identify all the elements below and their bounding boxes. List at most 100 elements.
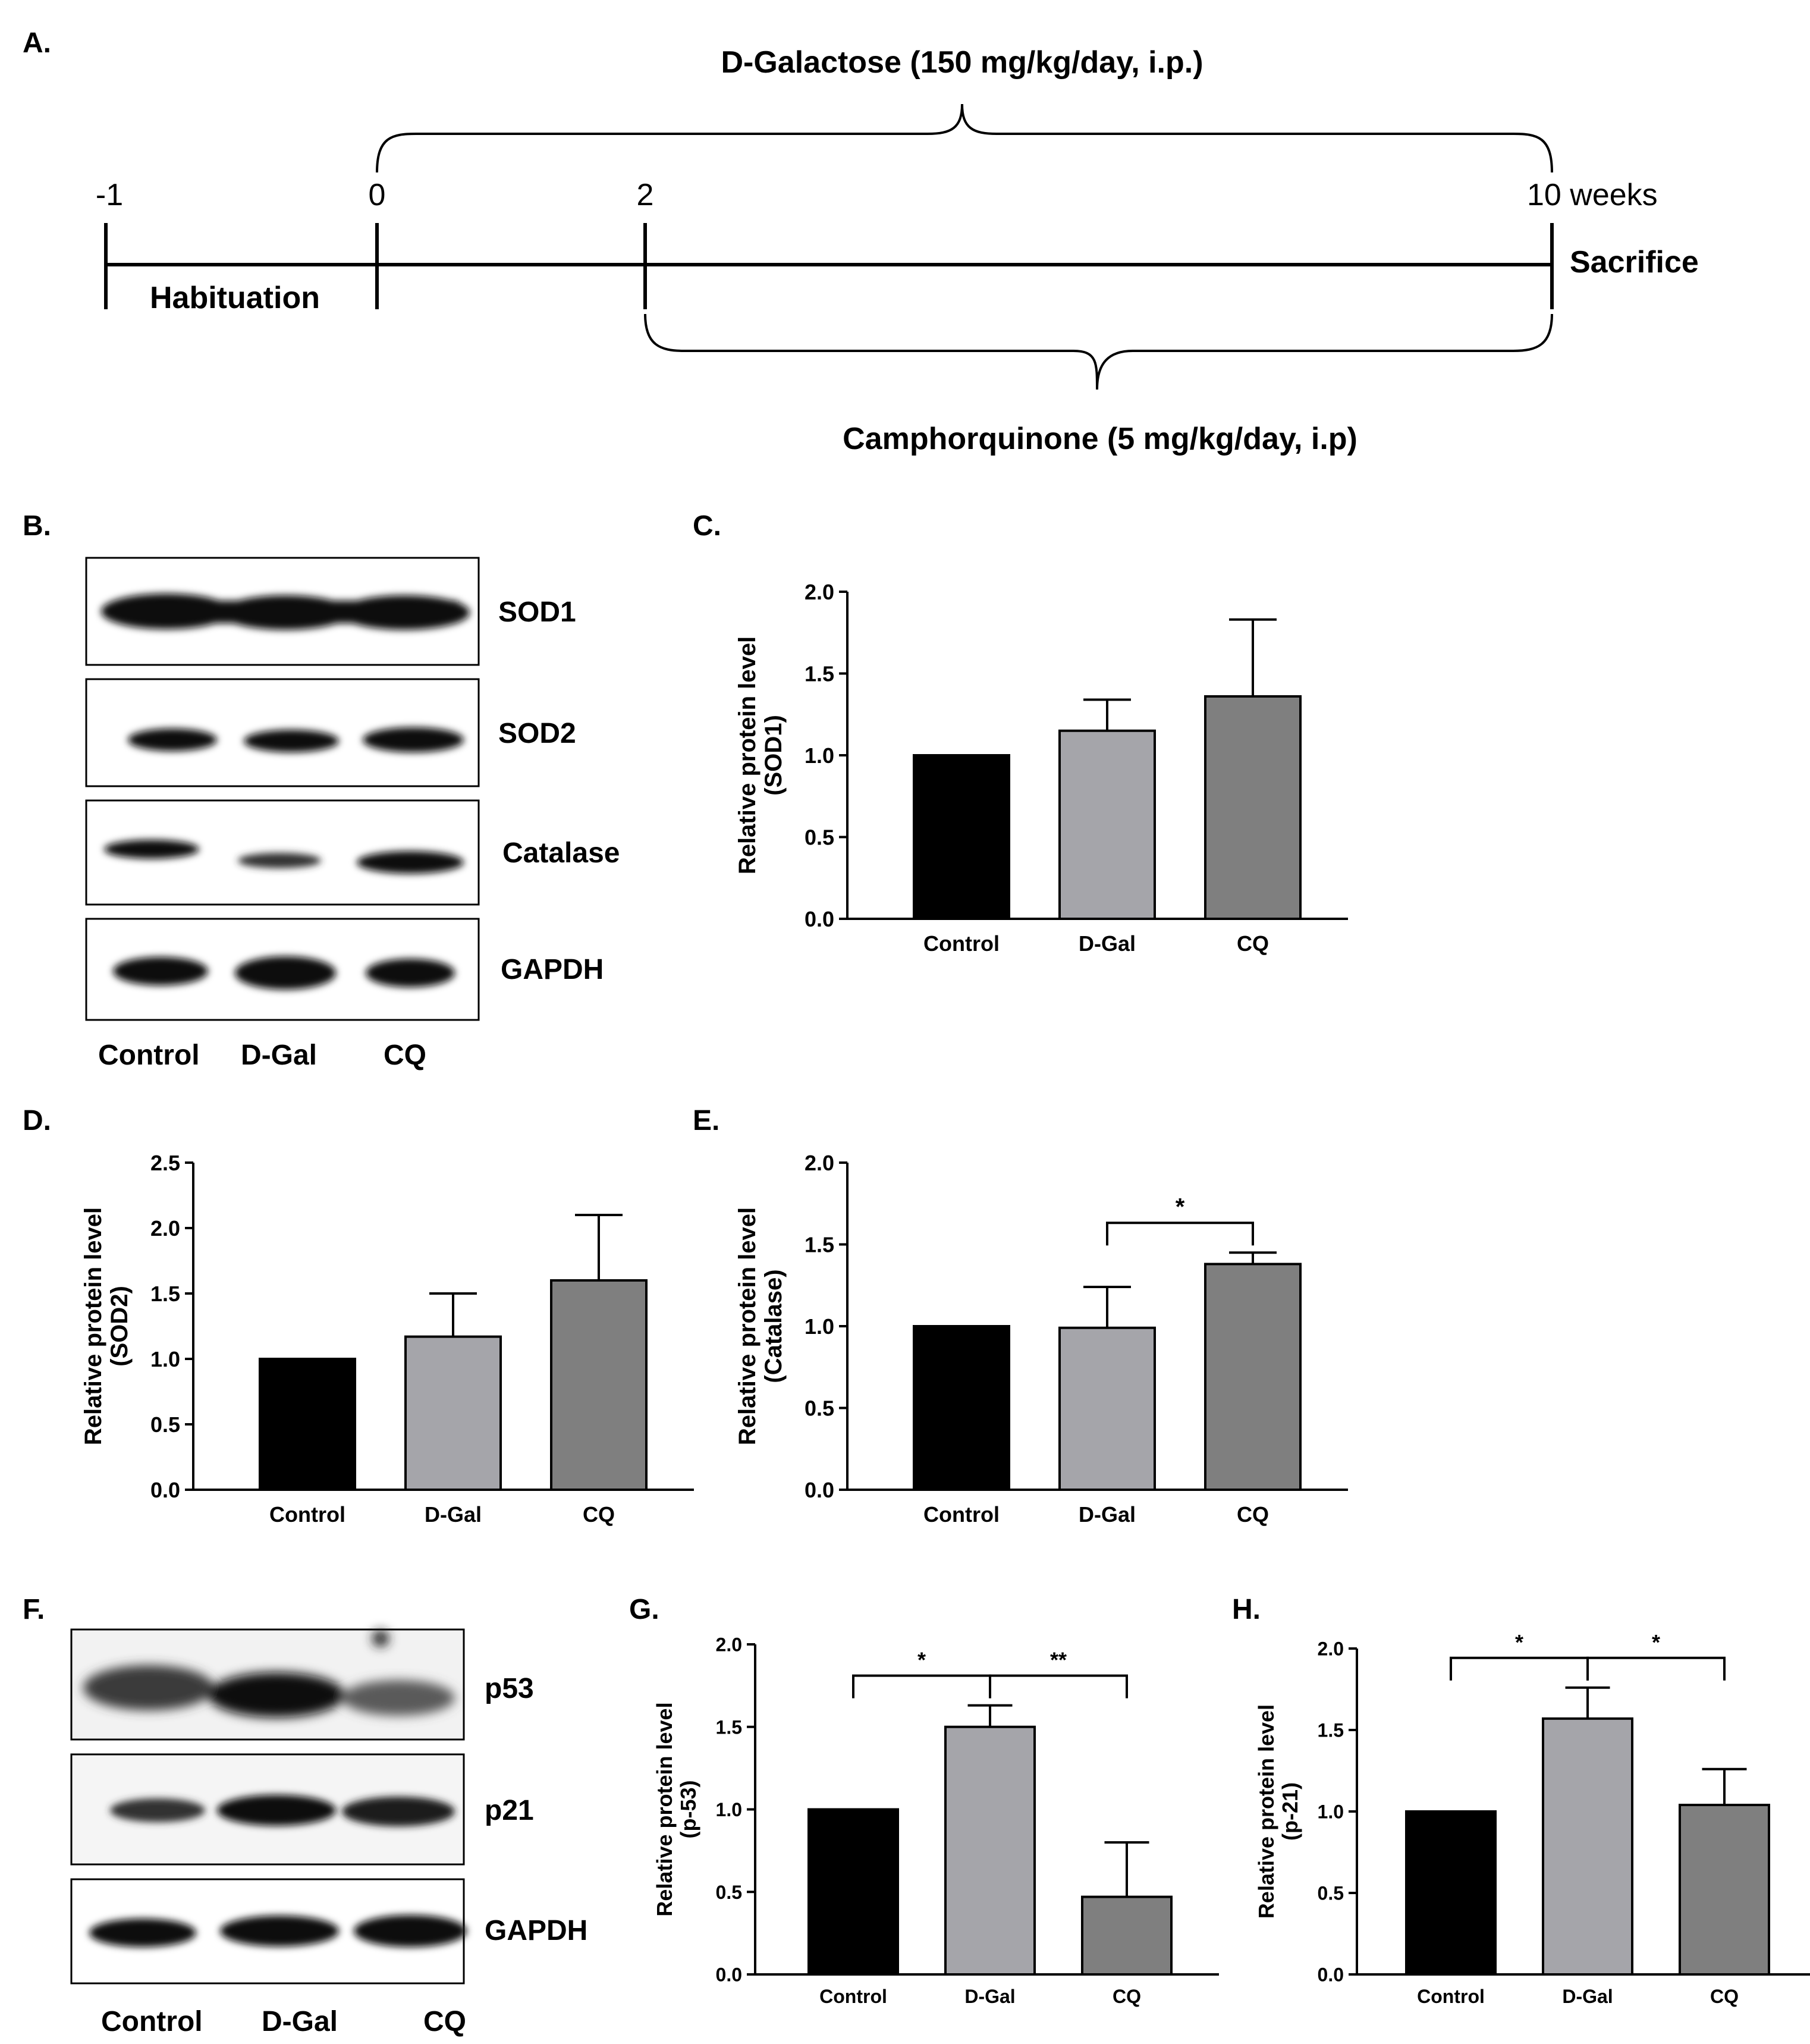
band-gapdh-b-cq [366,959,455,987]
y-tick-label-g: 0.5 [716,1882,742,1903]
y-tick-label-c: 2.0 [805,580,834,604]
band-p53-dgal [208,1672,345,1718]
bar-h-2 [1679,1804,1770,1976]
cq-brace [644,313,1553,390]
band-gapdh-f-control [89,1919,196,1947]
y-tick-label-d: 0.0 [150,1478,180,1502]
band-p21-dgal [217,1795,336,1826]
bar-chart-c: 0.0 0.5 1.0 1.5 2.0 Relative protein level(SO… [734,580,1348,956]
x-tick-label-h-1: D-Gal [1562,1986,1613,2007]
band-catalase-cq [357,851,464,874]
y-tick-label-h: 1.0 [1318,1801,1344,1823]
tick-label-10-weeks: 10 weeks [1527,178,1658,212]
panel-label-c: C. [693,510,721,542]
cq-label: Camphorquinone (5 mg/kg/day, i.p) [843,422,1358,456]
x-tick-label-h-0: Control [1417,1986,1485,2007]
significance-bracket-h-1 [1586,1656,1726,1681]
bar-h-0 [1405,1810,1497,1976]
band-catalase-control [104,840,199,859]
y-tick-label-e: 1.5 [805,1232,834,1257]
dgal-label: D-Galactose (150 mg/kg/day, i.p.) [721,45,1203,80]
blot-f-lane-dgal: D-Gal [262,2006,338,2037]
sacrifice-label: Sacrifice [1570,245,1699,280]
y-tick-label-d: 2.0 [150,1216,180,1241]
y-tick-label-d: 1.0 [150,1347,180,1371]
x-tick-label-c-1: D-Gal [1079,931,1136,956]
panel-label-a: A. [23,27,51,59]
y-axis-label-d: Relative protein level(SOD2) [80,1207,133,1445]
y-tick-label-e: 0.0 [805,1478,834,1502]
blot-f-label-gapdh: GAPDH [485,1915,587,1946]
x-tick-label-c-2: CQ [1237,931,1269,956]
x-tick-label-e-1: D-Gal [1079,1502,1136,1527]
significance-label-h-1: * [1652,1630,1660,1654]
panel-label-e: E. [693,1105,719,1136]
y-tick-label-g: 2.0 [716,1634,742,1656]
bar-d-1 [404,1335,502,1492]
y-tick-label-g: 1.5 [716,1716,742,1738]
y-tick-label-e: 1.0 [805,1314,834,1339]
blot-f-lane-cq: CQ [423,2006,466,2037]
y-axis-label-h: Relative protein level(p-21) [1254,1704,1302,1919]
panel-label-f: F. [23,1594,45,1625]
tick-label-2: 2 [637,178,654,212]
y-tick-label-c: 0.0 [805,907,834,931]
y-tick-label-h: 0.0 [1318,1964,1344,1986]
y-tick-label-g: 1.0 [716,1799,742,1820]
y-tick-label-d: 2.5 [150,1151,180,1175]
panel-label-d: D. [23,1105,51,1136]
y-tick-label-c: 0.5 [805,825,834,849]
blot-b-label-gapdh: GAPDH [501,954,604,985]
significance-label-h-0: * [1515,1630,1523,1654]
band-p21-control [110,1798,205,1822]
x-tick-label-d-2: CQ [583,1502,615,1527]
x-tick-label-g-2: CQ [1113,1986,1141,2007]
x-tick-label-d-1: D-Gal [425,1502,482,1527]
blot-f-label-p21: p21 [485,1795,534,1826]
bar-chart-d: 0.0 0.5 1.0 1.5 2.0 2.5 Relative protein level… [80,1151,694,1527]
y-tick-label-c: 1.5 [805,661,834,686]
blot-f-label-p53: p53 [485,1673,534,1704]
y-tick-label-g: 0.0 [716,1964,742,1986]
timeline: D-Galactose (150 mg/kg/day, i.p.) -1 0 2… [96,45,1699,456]
bar-d-0 [259,1358,356,1491]
x-tick-label-e-2: CQ [1237,1502,1269,1527]
band-p53-control [83,1665,214,1710]
y-axis-label-c: Relative protein level(SOD1) [734,636,787,874]
bar-c-0 [913,754,1010,920]
significance-label-g-1: ** [1050,1648,1067,1672]
panel-label-h: H. [1232,1594,1261,1625]
blot-b-label-catalase: Catalase [502,837,620,869]
x-tick-label-c-0: Control [923,931,1000,956]
bar-c-2 [1204,695,1302,920]
bar-e-2 [1204,1263,1302,1491]
band-sod2-dgal [244,730,339,752]
blot-f-dot-artifact [372,1630,389,1647]
y-axis-label-g: Relative protein level(p-53) [652,1702,700,1916]
x-tick-label-g-1: D-Gal [964,1986,1015,2007]
tick-label-0: 0 [369,178,386,212]
blot-b-label-sod2: SOD2 [498,718,576,749]
bar-g-2 [1081,1895,1173,1976]
significance-label-e-0: * [1176,1194,1185,1220]
y-tick-label-c: 1.0 [805,743,834,768]
bar-g-1 [944,1725,1036,1976]
bar-chart-h: 0.0 0.5 1.0 1.5 2.0 Relative protein level(p-… [1254,1630,1810,2007]
bar-h-1 [1542,1717,1633,1976]
y-tick-label-d: 0.5 [150,1412,180,1437]
panel-label-g: G. [629,1594,659,1625]
band-sod2-control [128,729,217,751]
y-tick-label-h: 2.0 [1318,1638,1344,1660]
habituation-label: Habituation [150,281,320,315]
panel-label-b: B. [23,510,51,542]
band-catalase-dgal [238,853,321,868]
x-tick-label-e-0: Control [923,1502,1000,1527]
band-p21-cq [342,1797,455,1826]
blot-panel-f: p53 p21 GAPDH Control D-Gal CQ [70,1628,587,2037]
dgal-brace [376,103,1553,173]
significance-bracket-e-0 [1106,1222,1254,1246]
band-gapdh-b-control [113,957,208,985]
bar-e-0 [913,1325,1010,1491]
band-gapdh-b-dgal [235,956,336,990]
